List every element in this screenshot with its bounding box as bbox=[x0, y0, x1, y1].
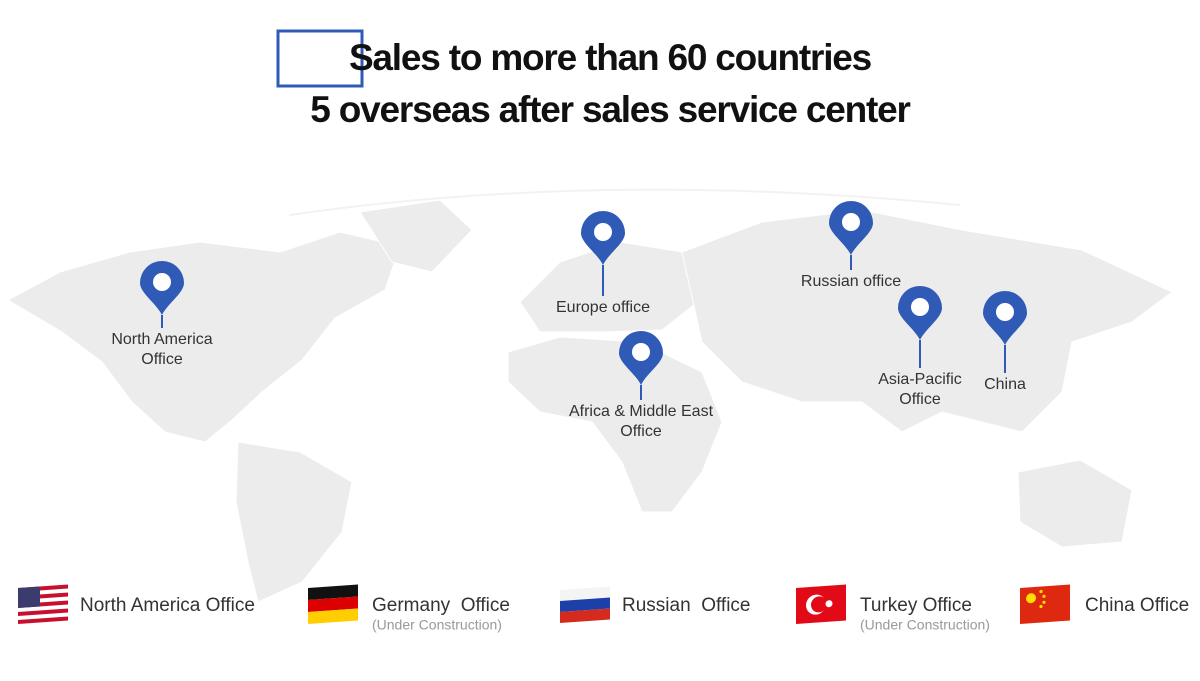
title-frame bbox=[276, 29, 364, 88]
legend-name: North America Office bbox=[80, 595, 255, 616]
pin-hole bbox=[594, 223, 612, 241]
pin-label: North America bbox=[111, 331, 212, 348]
legend-name: Russian Office bbox=[622, 595, 750, 616]
pin-label: China bbox=[984, 376, 1026, 393]
pin-hole bbox=[153, 273, 171, 291]
legend-name: Turkey Office bbox=[860, 595, 972, 616]
title-line: 5 overseas after sales service center bbox=[310, 89, 910, 130]
pin-label: Office bbox=[620, 423, 662, 440]
flag-germany bbox=[308, 584, 358, 624]
pin-hole bbox=[842, 213, 860, 231]
pin-label: Asia-Pacific bbox=[878, 371, 962, 388]
pin-label: Russian office bbox=[801, 273, 901, 290]
pin-label: Europe office bbox=[556, 299, 650, 316]
flag-russia bbox=[560, 586, 610, 623]
legend-name: China Office bbox=[1085, 595, 1189, 616]
pin-label: Africa & Middle East bbox=[569, 403, 714, 420]
pin-hole bbox=[996, 303, 1014, 321]
legend-note: (Under Construction) bbox=[860, 617, 990, 633]
title-line: Sales to more than 60 countries bbox=[349, 37, 872, 78]
flag-usa bbox=[18, 584, 68, 624]
pin-label: Office bbox=[899, 391, 941, 408]
legend-name: Germany Office bbox=[372, 595, 510, 616]
legend-note: (Under Construction) bbox=[372, 617, 502, 633]
pin-label: Office bbox=[141, 351, 183, 368]
pin-hole bbox=[632, 343, 650, 361]
pin-hole bbox=[911, 298, 929, 316]
flag-china bbox=[1020, 584, 1070, 624]
flag-turkey bbox=[796, 584, 846, 624]
